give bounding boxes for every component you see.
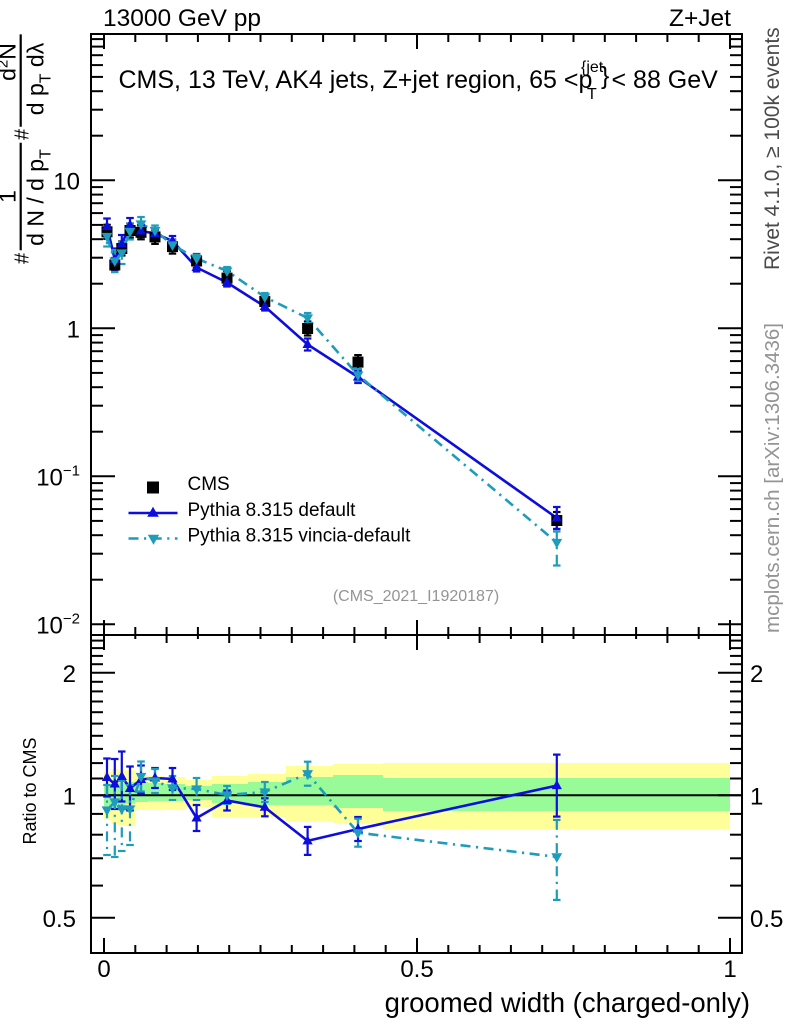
svg-text:mcplots.cern.ch [arXiv:1306.34: mcplots.cern.ch [arXiv:1306.3436] [761, 323, 784, 633]
svg-text:1: 1 [723, 956, 736, 983]
svg-text:1: 1 [63, 783, 76, 810]
svg-text:{jet: {jet [581, 59, 604, 76]
svg-text:10: 10 [53, 168, 80, 195]
svg-text:1: 1 [67, 316, 80, 343]
svg-text:groomed width (charged-only): groomed width (charged-only) [385, 987, 750, 1018]
svg-text:CMS: CMS [188, 474, 230, 495]
svg-text:T: T [587, 86, 597, 103]
svg-text:0.5: 0.5 [750, 906, 783, 933]
svg-text:Ratio to CMS: Ratio to CMS [20, 737, 40, 844]
svg-text:Z+Jet: Z+Jet [669, 5, 731, 32]
svg-text:0.5: 0.5 [400, 956, 433, 983]
svg-text:< 88 GeV: < 88 GeV [612, 66, 719, 94]
svg-text:#: # [12, 252, 34, 264]
svg-text:d2N: d2N [0, 43, 21, 81]
svg-text:(CMS_2021_I1920187): (CMS_2021_I1920187) [333, 588, 499, 605]
svg-text:Pythia 8.315 vincia-default: Pythia 8.315 vincia-default [188, 526, 412, 547]
svg-text:10−1: 10−1 [36, 462, 80, 491]
svg-text:0.5: 0.5 [43, 906, 76, 933]
svg-text:1: 1 [0, 190, 21, 203]
svg-text:2: 2 [750, 661, 763, 688]
svg-text:CMS, 13 TeV, AK4 jets, Z+jet r: CMS, 13 TeV, AK4 jets, Z+jet region, 65 … [119, 66, 593, 94]
svg-text:1: 1 [750, 783, 763, 810]
svg-text:0: 0 [97, 956, 110, 983]
svg-text:Rivet 4.1.0, ≥ 100k events: Rivet 4.1.0, ≥ 100k events [761, 27, 784, 270]
svg-text:2: 2 [63, 661, 76, 688]
svg-text:}: } [601, 62, 609, 90]
svg-text:Pythia 8.315 default: Pythia 8.315 default [188, 500, 357, 521]
svg-text:13000 GeV pp: 13000 GeV pp [103, 5, 261, 32]
svg-text:#: # [12, 128, 34, 140]
